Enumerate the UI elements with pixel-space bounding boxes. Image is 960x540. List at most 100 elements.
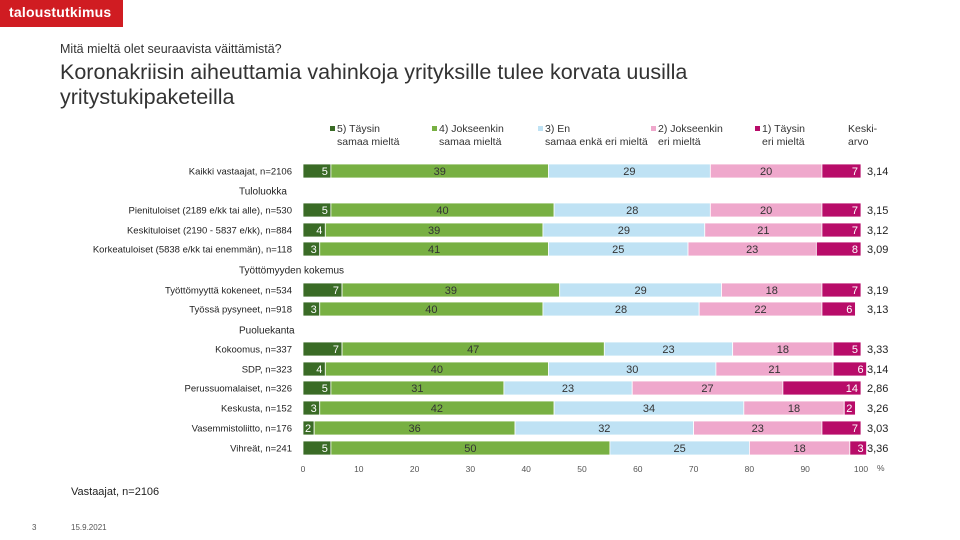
data-label-s1: 6 xyxy=(857,364,863,376)
data-label-s2: 18 xyxy=(788,403,800,415)
mean-value: 3,03 xyxy=(867,423,888,435)
question-text: Mitä mieltä olet seuraavista väittämistä… xyxy=(60,42,282,56)
legend-label-s2: 2) Jokseenkin eri mieltä xyxy=(658,123,723,148)
bar-segment-s1 xyxy=(832,361,867,377)
data-label-s5: 5 xyxy=(322,205,328,217)
data-label-s5: 5 xyxy=(322,383,328,395)
data-label-s2: 20 xyxy=(760,166,772,178)
data-label-s5: 3 xyxy=(311,244,317,256)
data-label-s2: 22 xyxy=(754,304,766,316)
data-label-s4: 40 xyxy=(425,304,437,316)
legend-label-s4: 4) Jokseenkin samaa mieltä xyxy=(439,123,504,148)
data-label-s3: 23 xyxy=(662,344,674,356)
legend-swatch-s4 xyxy=(432,126,437,131)
data-label-s1: 7 xyxy=(852,423,858,435)
data-label-s2: 18 xyxy=(766,285,778,297)
mean-value: 3,13 xyxy=(867,304,888,316)
data-label-s1: 8 xyxy=(852,244,858,256)
data-label-s1: 5 xyxy=(852,344,858,356)
page-number: 3 xyxy=(32,523,37,532)
mean-value: 3,33 xyxy=(867,344,888,356)
x-tick-label: 40 xyxy=(521,464,531,474)
bar-segment-s1 xyxy=(821,222,862,238)
x-tick-label: 80 xyxy=(745,464,755,474)
legend-label-s3: 3) En samaa enkä eri mieltä xyxy=(545,123,648,148)
x-tick-label: 10 xyxy=(354,464,364,474)
row-label: Keskituloiset (2190 - 5837 e/kk), n=884 xyxy=(127,226,292,237)
data-label-s5: 3 xyxy=(311,304,317,316)
data-label-s4: 41 xyxy=(428,244,440,256)
data-label-s4: 40 xyxy=(436,205,448,217)
bar-segment-s1 xyxy=(821,282,862,298)
x-tick-label: 0 xyxy=(301,464,306,474)
brand-logo: taloustutkimus xyxy=(0,0,124,27)
mean-value: 2,86 xyxy=(867,383,888,395)
row-label: Pienituloiset (2189 e/kk tai alle), n=53… xyxy=(129,206,292,217)
data-label-s3: 32 xyxy=(598,423,610,435)
bar-segment-s1 xyxy=(815,241,862,257)
row-label: Kokoomus, n=337 xyxy=(215,345,292,356)
data-label-s2: 18 xyxy=(793,443,805,455)
mean-value: 3,14 xyxy=(867,364,888,376)
legend-swatch-s3 xyxy=(538,126,543,131)
data-label-s4: 42 xyxy=(431,403,443,415)
data-label-s5: 7 xyxy=(333,344,339,356)
group-label: Tuloluokka xyxy=(239,187,287,198)
data-label-s5: 2 xyxy=(305,423,311,435)
group-label: Puoluekanta xyxy=(239,326,295,337)
data-label-s4: 50 xyxy=(464,443,476,455)
data-label-s5: 5 xyxy=(322,443,328,455)
x-tick-label: 70 xyxy=(689,464,699,474)
chart-title: Koronakriisin aiheuttamia vahinkoja yrit… xyxy=(60,60,688,109)
data-label-s1: 14 xyxy=(846,383,858,395)
row-label: Työttömyyttä kokeneet, n=534 xyxy=(165,286,292,297)
bar-segment-s1 xyxy=(843,400,856,416)
data-label-s3: 30 xyxy=(626,364,638,376)
data-label-s2: 21 xyxy=(757,225,769,237)
data-label-s3: 29 xyxy=(634,285,646,297)
row-label: Korkeatuloiset (5838 e/kk tai enemmän), … xyxy=(93,245,292,256)
row-label: Kaikki vastaajat, n=2106 xyxy=(189,167,292,178)
row-label: SDP, n=323 xyxy=(242,365,292,376)
group-label: Työttömyyden kokemus xyxy=(239,266,344,277)
data-label-s2: 18 xyxy=(777,344,789,356)
data-label-s3: 28 xyxy=(626,205,638,217)
bar-segment-s1 xyxy=(821,301,856,317)
legend-label-s1: 1) Täysin eri mieltä xyxy=(762,123,805,148)
bar-segment-s1 xyxy=(782,380,862,396)
data-label-s3: 25 xyxy=(612,244,624,256)
mean-value: 3,15 xyxy=(867,205,888,217)
bar-segment-s1 xyxy=(821,420,862,436)
bar-segment-s1 xyxy=(832,341,862,357)
data-label-s1: 2 xyxy=(846,403,852,415)
x-tick-label: 30 xyxy=(466,464,476,474)
row-label: Perussuomalaiset, n=326 xyxy=(185,384,292,395)
data-label-s3: 23 xyxy=(562,383,574,395)
data-label-s5: 4 xyxy=(316,364,322,376)
sample-size-note: Vastaajat, n=2106 xyxy=(71,486,160,498)
x-tick-label: 100 xyxy=(854,464,868,474)
data-label-s3: 28 xyxy=(615,304,627,316)
data-label-s4: 47 xyxy=(467,344,479,356)
data-label-s3: 29 xyxy=(623,166,635,178)
data-label-s1: 7 xyxy=(852,225,858,237)
data-label-s1: 7 xyxy=(852,205,858,217)
bar-segment-s1 xyxy=(821,202,862,218)
mean-value: 3,14 xyxy=(867,166,888,178)
data-label-s4: 36 xyxy=(408,423,420,435)
bar-segment-s1 xyxy=(849,440,867,456)
x-axis-unit: % xyxy=(877,463,885,473)
x-tick-label: 90 xyxy=(800,464,810,474)
data-label-s2: 27 xyxy=(701,383,713,395)
mean-value: 3,12 xyxy=(867,225,888,237)
x-tick-label: 60 xyxy=(633,464,643,474)
data-label-s4: 31 xyxy=(411,383,423,395)
row-label: Työssä pysyneet, n=918 xyxy=(189,305,292,316)
data-label-s1: 6 xyxy=(846,304,852,316)
data-label-s4: 39 xyxy=(445,285,457,297)
x-tick-label: 20 xyxy=(410,464,420,474)
data-label-s3: 34 xyxy=(643,403,655,415)
data-label-s4: 40 xyxy=(431,364,443,376)
report-date: 15.9.2021 xyxy=(71,523,107,532)
data-label-s5: 5 xyxy=(322,166,328,178)
